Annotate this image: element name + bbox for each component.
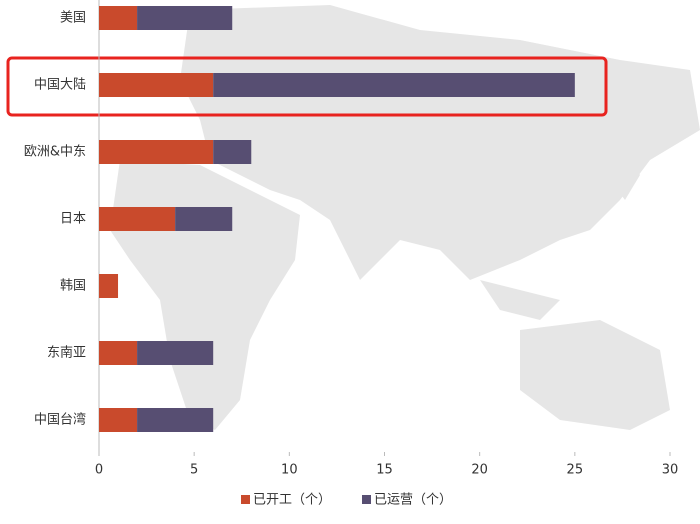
bar-segment	[99, 207, 176, 231]
legend-swatch	[241, 495, 250, 504]
y-tick-label: 日本	[60, 212, 86, 227]
bar-segment	[99, 140, 214, 164]
x-tick-label: 0	[95, 463, 103, 478]
legend-label: 已运营（个）	[374, 493, 452, 508]
x-tick-label: 15	[376, 463, 393, 478]
bar-segment	[175, 207, 233, 231]
bar-segment	[99, 6, 138, 30]
y-tick-label: 中国大陆	[34, 77, 86, 93]
bar-segment	[213, 140, 252, 164]
bar-segment	[99, 408, 138, 432]
x-tick-label: 10	[281, 463, 298, 478]
legend-swatch	[362, 495, 371, 504]
bar-segment	[99, 341, 138, 365]
y-tick-label: 韩国	[60, 279, 86, 294]
bar-segment	[137, 408, 214, 432]
y-tick-label: 中国台湾	[34, 412, 86, 428]
x-tick-label: 20	[471, 463, 488, 478]
bar-segment	[99, 274, 119, 298]
bar-segment	[213, 73, 575, 97]
bar-segment	[137, 6, 233, 30]
y-tick-label: 美国	[60, 11, 86, 26]
legend-label: 已开工（个）	[253, 493, 331, 508]
x-tick-label: 25	[567, 463, 584, 478]
y-tick-label: 东南亚	[47, 345, 86, 361]
x-tick-label: 30	[662, 463, 679, 478]
x-tick-label: 5	[190, 463, 198, 478]
bar-segment	[99, 73, 214, 97]
bar-segment	[137, 341, 214, 365]
y-tick-label: 欧洲&中东	[24, 145, 86, 160]
highlight-box	[6, 56, 608, 117]
